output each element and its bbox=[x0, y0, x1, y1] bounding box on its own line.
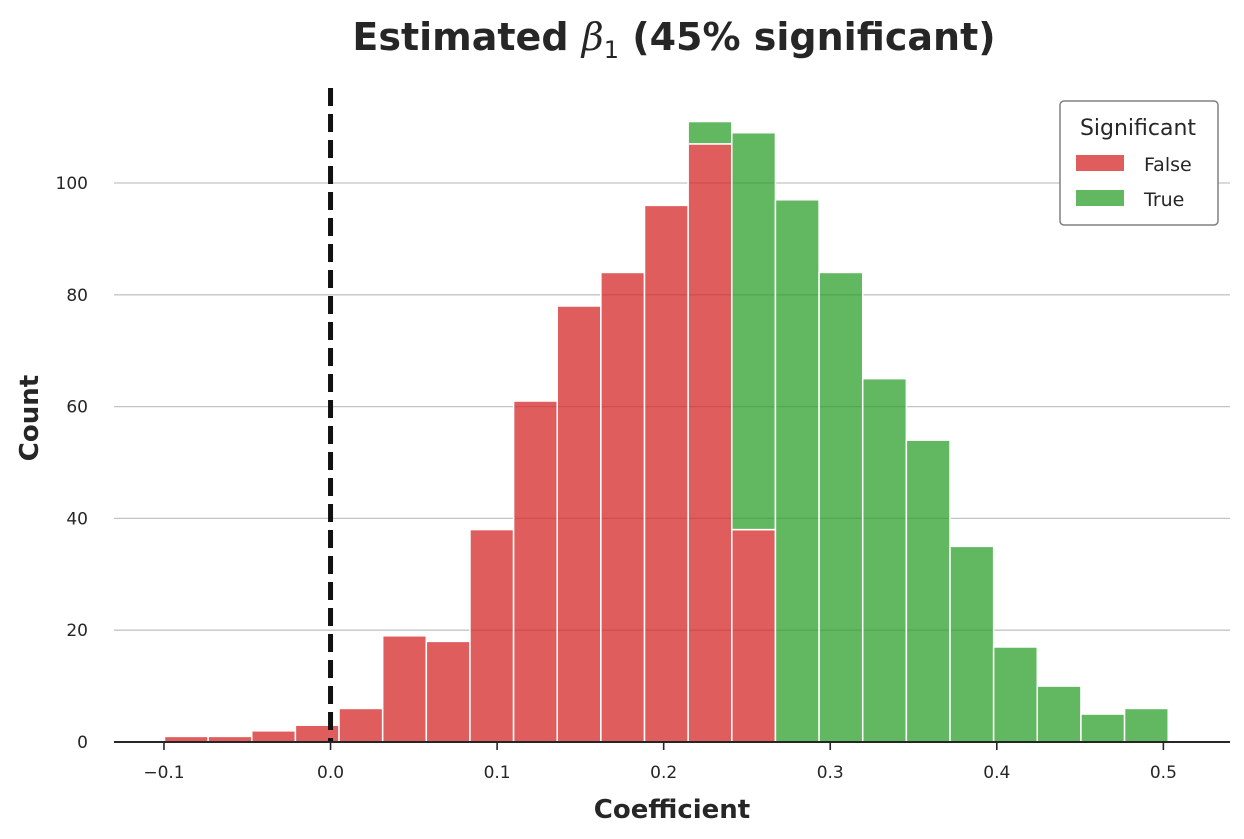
bar-false bbox=[251, 730, 297, 743]
legend-title: Significant bbox=[1080, 116, 1196, 141]
bar-false bbox=[643, 204, 689, 743]
title-symbol: β bbox=[580, 15, 604, 59]
legend: Significant False True bbox=[1059, 100, 1219, 226]
bar-true bbox=[1123, 707, 1169, 743]
bar-false bbox=[731, 528, 777, 743]
y-axis-label: Count bbox=[15, 375, 45, 461]
bars bbox=[163, 120, 1169, 743]
y-tick-label: 60 bbox=[66, 398, 88, 418]
y-tick-label: 40 bbox=[66, 509, 88, 529]
bar-true bbox=[949, 545, 995, 743]
bar-false bbox=[512, 400, 558, 743]
bar-false bbox=[687, 143, 733, 743]
y-tick-label: 20 bbox=[66, 621, 88, 641]
title-suffix: (45% significant) bbox=[619, 15, 996, 59]
bar-true bbox=[1036, 685, 1082, 743]
x-axis-label: Coefficient bbox=[594, 795, 750, 825]
y-ticks: 0 20 40 60 80 100 bbox=[56, 174, 88, 753]
legend-label-false: False bbox=[1144, 154, 1192, 176]
bar-false bbox=[600, 271, 646, 743]
bar-false bbox=[381, 635, 428, 743]
bar-false bbox=[338, 707, 384, 743]
bar-true bbox=[992, 646, 1039, 743]
bar-false bbox=[556, 305, 602, 743]
bar-false bbox=[469, 528, 515, 743]
bar-true bbox=[861, 377, 908, 743]
legend-swatch-false bbox=[1076, 155, 1124, 171]
x-ticks: −0.1 0.0 0.1 0.2 0.3 0.4 0.5 bbox=[143, 742, 1177, 783]
chart-title: Estimated β1 (45% significant) bbox=[352, 15, 995, 64]
legend-swatch-true bbox=[1076, 190, 1124, 206]
x-tick-label: −0.1 bbox=[143, 763, 184, 783]
bar-true bbox=[905, 439, 951, 743]
x-tick-label: 0.4 bbox=[983, 763, 1010, 783]
bar-false bbox=[425, 640, 471, 743]
bar-true bbox=[818, 271, 864, 743]
title-subscript: 1 bbox=[604, 36, 619, 64]
x-tick-label: 0.2 bbox=[650, 763, 677, 783]
x-tick-label: 0.5 bbox=[1150, 763, 1177, 783]
x-tick-label: 0.3 bbox=[817, 763, 844, 783]
legend-label-true: True bbox=[1143, 189, 1184, 211]
y-tick-label: 100 bbox=[56, 174, 88, 194]
bar-true bbox=[1080, 713, 1126, 743]
y-tick-label: 0 bbox=[77, 733, 88, 753]
title-prefix: Estimated bbox=[352, 15, 581, 59]
bar-true bbox=[774, 199, 820, 743]
x-tick-label: 0.1 bbox=[484, 763, 511, 783]
bar-true bbox=[731, 131, 777, 531]
x-tick-label: 0.0 bbox=[317, 763, 344, 783]
bar-true bbox=[687, 120, 733, 145]
y-tick-label: 80 bbox=[66, 286, 88, 306]
